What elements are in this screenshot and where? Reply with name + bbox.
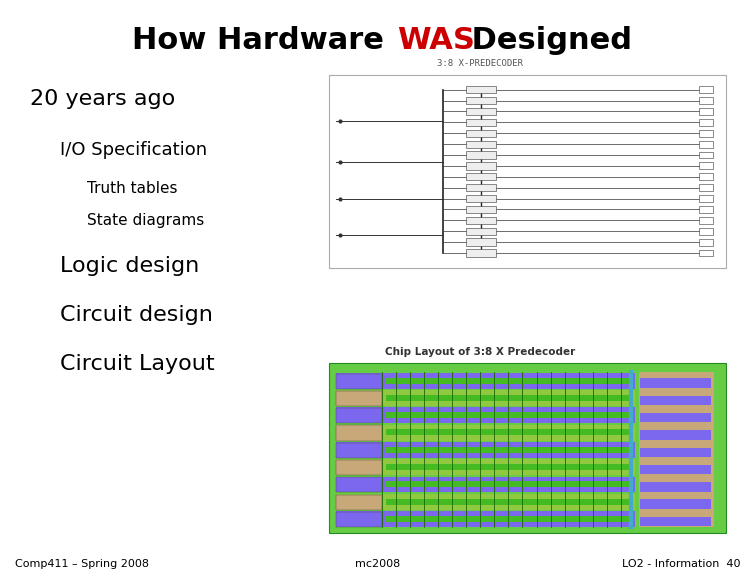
- Bar: [640, 482, 711, 492]
- Bar: [336, 442, 635, 458]
- Bar: [699, 173, 713, 180]
- Bar: [699, 119, 713, 126]
- Bar: [640, 407, 711, 412]
- Bar: [336, 425, 635, 441]
- Bar: [640, 378, 711, 388]
- Bar: [386, 395, 631, 401]
- Bar: [336, 391, 382, 406]
- Text: Circuit design: Circuit design: [60, 305, 213, 325]
- Text: State diagrams: State diagrams: [87, 213, 204, 228]
- Bar: [466, 151, 497, 158]
- Bar: [386, 412, 631, 418]
- Text: Comp411 – Spring 2008: Comp411 – Spring 2008: [15, 559, 149, 569]
- Bar: [640, 390, 711, 395]
- Text: 3:8 X-PREDECODER: 3:8 X-PREDECODER: [437, 59, 523, 68]
- Bar: [466, 195, 497, 202]
- Bar: [386, 516, 631, 522]
- Bar: [640, 459, 711, 464]
- Bar: [640, 373, 711, 378]
- Bar: [336, 443, 382, 458]
- Bar: [699, 97, 713, 104]
- Bar: [336, 374, 382, 389]
- Bar: [699, 195, 713, 202]
- Bar: [466, 108, 497, 115]
- Bar: [466, 184, 497, 191]
- Bar: [336, 495, 382, 510]
- Bar: [699, 86, 713, 93]
- Bar: [466, 86, 497, 93]
- Bar: [699, 108, 713, 115]
- Bar: [640, 442, 711, 447]
- Bar: [336, 426, 382, 441]
- Bar: [466, 97, 497, 104]
- Bar: [336, 494, 635, 510]
- Bar: [336, 407, 635, 423]
- Text: Chip Layout of 3:8 X Predecoder: Chip Layout of 3:8 X Predecoder: [385, 347, 575, 357]
- Text: How Hardware: How Hardware: [132, 26, 395, 55]
- Bar: [699, 184, 713, 191]
- Bar: [466, 249, 497, 257]
- Bar: [386, 464, 631, 470]
- Bar: [699, 228, 713, 234]
- Bar: [466, 119, 497, 126]
- Bar: [336, 459, 635, 475]
- Bar: [329, 363, 726, 533]
- Bar: [466, 238, 497, 246]
- Bar: [466, 141, 497, 148]
- Bar: [640, 511, 711, 516]
- Bar: [699, 141, 713, 147]
- Text: I/O Specification: I/O Specification: [60, 141, 208, 159]
- Bar: [640, 465, 711, 475]
- Bar: [386, 482, 631, 487]
- Text: Truth tables: Truth tables: [87, 181, 178, 196]
- Bar: [336, 476, 635, 492]
- Bar: [640, 413, 711, 423]
- Bar: [466, 173, 497, 180]
- Bar: [336, 460, 382, 475]
- Bar: [336, 512, 382, 527]
- Bar: [640, 448, 711, 457]
- Bar: [640, 425, 711, 430]
- Bar: [386, 378, 631, 384]
- Text: 20 years ago: 20 years ago: [30, 89, 175, 109]
- Text: WAS: WAS: [397, 26, 475, 55]
- Bar: [386, 430, 631, 435]
- Bar: [699, 249, 713, 256]
- Bar: [336, 478, 382, 492]
- Text: Designed: Designed: [461, 26, 632, 55]
- Bar: [640, 396, 711, 406]
- Bar: [699, 162, 713, 169]
- Bar: [699, 151, 713, 158]
- Bar: [466, 228, 497, 235]
- Bar: [386, 447, 631, 453]
- Bar: [639, 372, 714, 527]
- Bar: [466, 162, 497, 169]
- Bar: [329, 75, 726, 268]
- Bar: [336, 511, 635, 527]
- Bar: [699, 217, 713, 224]
- Bar: [466, 206, 497, 213]
- Text: Logic design: Logic design: [60, 256, 200, 276]
- Bar: [640, 494, 711, 498]
- Bar: [640, 499, 711, 509]
- Bar: [699, 130, 713, 137]
- Bar: [466, 217, 497, 224]
- Bar: [699, 238, 713, 245]
- Bar: [466, 130, 497, 137]
- Bar: [640, 517, 711, 526]
- Bar: [640, 476, 711, 482]
- Bar: [640, 430, 711, 440]
- Bar: [336, 373, 635, 389]
- Bar: [336, 408, 382, 423]
- Text: Circuit Layout: Circuit Layout: [60, 354, 215, 374]
- Bar: [336, 390, 635, 406]
- Bar: [386, 498, 631, 505]
- Text: LO2 - Information  40: LO2 - Information 40: [622, 559, 741, 569]
- Bar: [699, 206, 713, 213]
- Text: mc2008: mc2008: [355, 559, 401, 569]
